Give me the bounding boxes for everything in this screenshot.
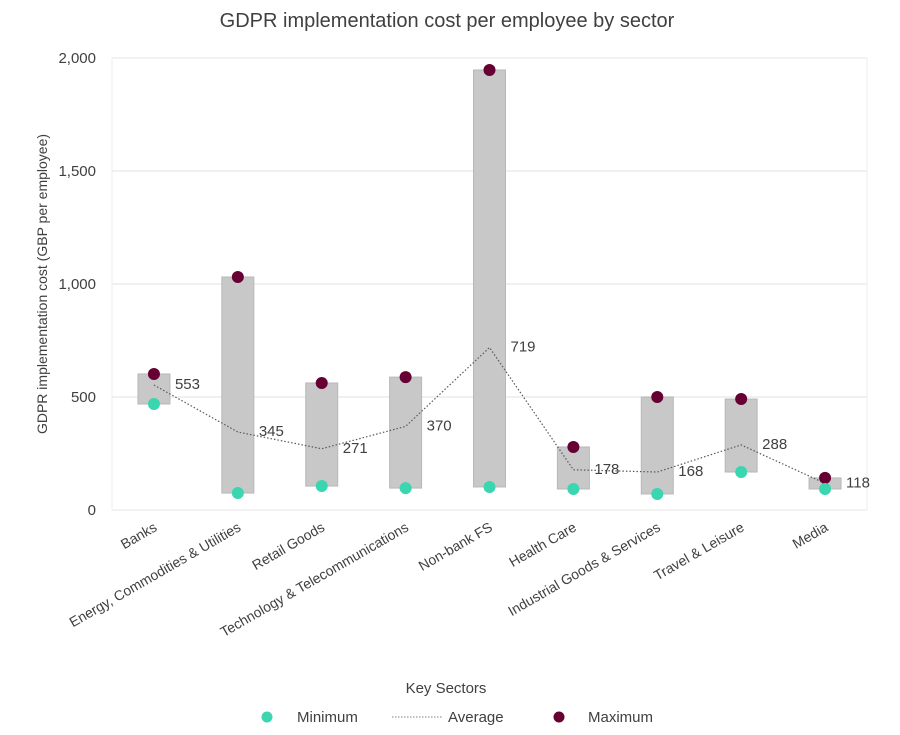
x-axis-title: Key Sectors: [406, 680, 487, 697]
average-data-label: 345: [259, 423, 284, 440]
x-category-label: Non-bank FS: [416, 519, 495, 574]
plot-area-border: [111, 57, 868, 511]
legend-item-maximum[interactable]: Maximum: [553, 709, 654, 726]
average-data-label: 178: [594, 461, 619, 478]
minimum-point: [315, 480, 328, 493]
legend-item-minimum[interactable]: Minimum: [261, 709, 358, 726]
maximum-point: [483, 63, 496, 76]
range-bar: [305, 382, 339, 487]
average-data-labels: 553 345 271 370 719 178 168 288 118: [175, 339, 870, 492]
minimum-point: [399, 482, 412, 495]
maximum-markers: [147, 63, 832, 484]
legend: Minimum Average Maximum: [261, 709, 654, 726]
y-axis-title: GDPR implementation cost (GBP per employ…: [34, 134, 50, 434]
range-bars: [137, 69, 842, 495]
average-data-label: 370: [427, 417, 452, 434]
minimum-point: [231, 487, 244, 500]
range-bar: [389, 376, 423, 489]
average-data-label: 553: [175, 376, 200, 393]
maximum-point: [651, 391, 664, 403]
range-bar: [640, 396, 674, 495]
maximum-point: [399, 371, 412, 384]
maximum-point: [567, 440, 580, 453]
x-category-label: Media: [790, 519, 831, 552]
minimum-point: [651, 487, 664, 500]
range-bar: [724, 398, 758, 473]
y-tick-label: 1,000: [58, 276, 96, 293]
x-category-label: Retail Goods: [249, 519, 327, 573]
y-tick-label: 2,000: [58, 50, 96, 67]
range-bar: [556, 446, 590, 490]
average-data-label: 168: [678, 463, 703, 480]
average-data-label: 719: [511, 339, 536, 356]
y-tick-label: 0: [88, 502, 96, 519]
minimum-point: [147, 398, 160, 411]
x-category-label: Health Care: [506, 519, 579, 570]
y-axis-ticks: 0 500 1,000 1,500 2,000: [58, 50, 96, 519]
minimum-point: [735, 466, 748, 479]
minimum-point: [483, 480, 496, 493]
maximum-point: [819, 471, 832, 484]
y-tick-label: 500: [71, 389, 96, 406]
y-tick-label: 1,500: [58, 163, 96, 180]
chart-title: GDPR implementation cost per employee by…: [220, 10, 675, 32]
maximum-dot-icon: [553, 711, 565, 723]
maximum-point: [315, 376, 328, 389]
maximum-point: [147, 367, 160, 380]
maximum-point: [735, 393, 748, 406]
x-category-label: Energy, Commodities & Utilities: [66, 519, 243, 630]
x-category-label: Industrial Goods & Services: [505, 519, 663, 619]
average-data-label: 118: [846, 474, 870, 491]
minimum-dot-icon: [261, 711, 273, 723]
range-bar: [221, 276, 255, 494]
range-bar: [473, 69, 506, 488]
x-category-label: Banks: [118, 519, 160, 552]
maximum-point: [231, 270, 244, 283]
legend-item-average[interactable]: Average: [392, 709, 504, 726]
minimum-point: [819, 482, 832, 495]
average-data-label: 288: [762, 436, 787, 453]
x-category-label: Travel & Leisure: [651, 519, 747, 584]
minimum-point: [567, 482, 580, 495]
legend-label-minimum: Minimum: [297, 709, 358, 726]
minimum-markers: [147, 398, 832, 500]
legend-label-maximum: Maximum: [588, 709, 653, 726]
average-data-label: 271: [343, 440, 368, 457]
legend-label-average: Average: [448, 709, 504, 726]
